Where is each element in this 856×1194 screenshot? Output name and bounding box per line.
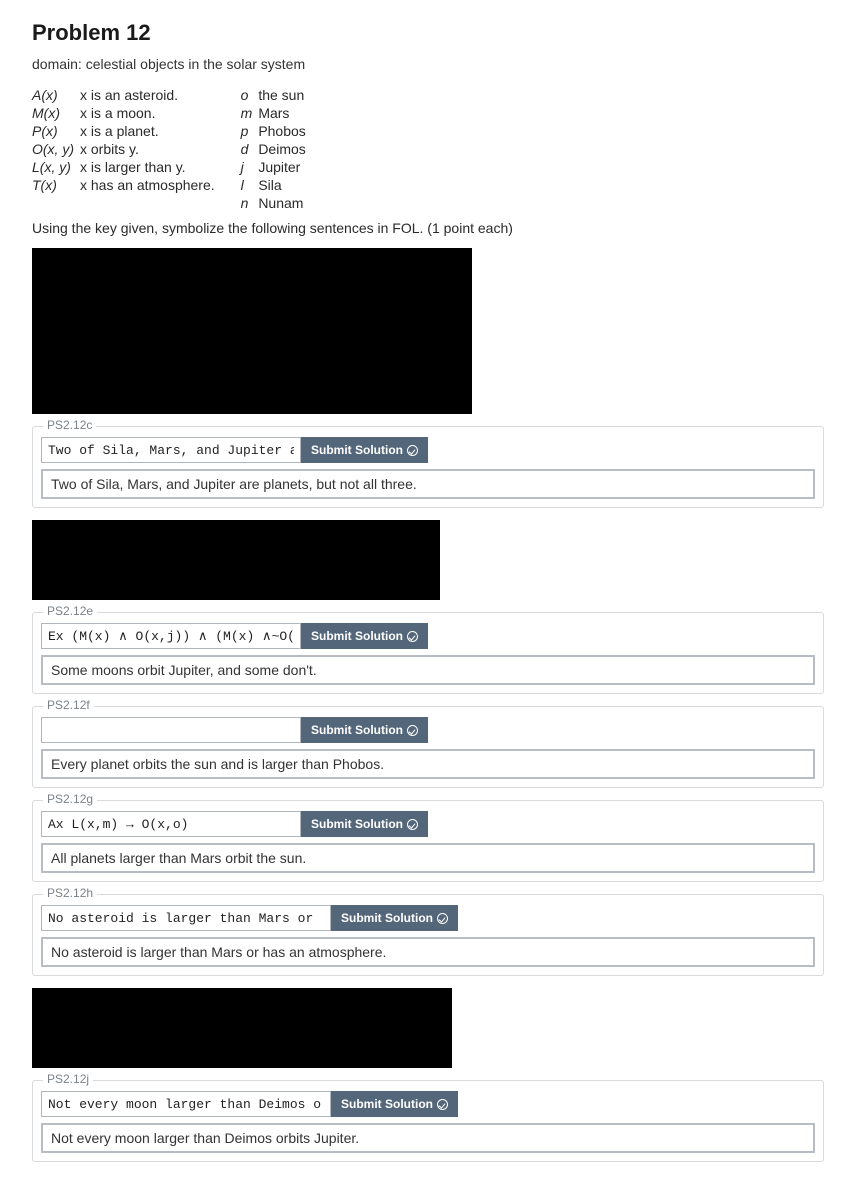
submit-label: Submit Solution — [311, 723, 403, 737]
answer-input[interactable] — [41, 1091, 331, 1117]
question-desc: No asteroid is larger than Mars or has a… — [41, 937, 815, 967]
key-table: A(x)x is an asteroid.othe sun M(x)x is a … — [32, 86, 310, 212]
predicate-symbol: P(x) — [32, 122, 80, 140]
question-id-label: PS2.12j — [43, 1072, 93, 1086]
check-circle-icon — [407, 631, 418, 642]
answer-input[interactable] — [41, 717, 301, 743]
submit-label: Submit Solution — [311, 817, 403, 831]
predicate-def: x is larger than y. — [80, 158, 241, 176]
constant-name: Deimos — [258, 140, 309, 158]
check-circle-icon — [407, 445, 418, 456]
predicate-symbol: L(x, y) — [32, 158, 80, 176]
answer-input[interactable] — [41, 811, 301, 837]
check-circle-icon — [437, 1099, 448, 1110]
question-box: PS2.12fSubmit Solution Every planet orbi… — [32, 706, 824, 788]
constant-symbol: m — [241, 104, 259, 122]
predicate-def: x is a moon. — [80, 104, 241, 122]
predicate-def — [80, 194, 241, 212]
question-id-label: PS2.12c — [43, 418, 96, 432]
check-circle-icon — [437, 913, 448, 924]
submit-button[interactable]: Submit Solution — [301, 623, 428, 649]
constant-symbol: o — [241, 86, 259, 104]
redacted-block — [32, 988, 452, 1068]
answer-input[interactable] — [41, 437, 301, 463]
submit-button[interactable]: Submit Solution — [331, 905, 458, 931]
question-desc: Every planet orbits the sun and is large… — [41, 749, 815, 779]
question-box: PS2.12jSubmit Solution Not every moon la… — [32, 1080, 824, 1162]
page-title: Problem 12 — [32, 20, 824, 46]
constant-symbol: n — [241, 194, 259, 212]
redacted-block — [32, 248, 472, 414]
question-desc: Some moons orbit Jupiter, and some don't… — [41, 655, 815, 685]
question-box: PS2.12gSubmit Solution All planets large… — [32, 800, 824, 882]
question-box: PS2.12hSubmit Solution No asteroid is la… — [32, 894, 824, 976]
check-circle-icon — [407, 725, 418, 736]
question-desc: Not every moon larger than Deimos orbits… — [41, 1123, 815, 1153]
submit-label: Submit Solution — [341, 1097, 433, 1111]
question-id-label: PS2.12f — [43, 698, 94, 712]
predicate-symbol: T(x) — [32, 176, 80, 194]
predicate-def: x is an asteroid. — [80, 86, 241, 104]
constant-symbol: l — [241, 176, 259, 194]
constant-name: Sila — [258, 176, 309, 194]
constant-name: Phobos — [258, 122, 309, 140]
constant-name: the sun — [258, 86, 309, 104]
submit-button[interactable]: Submit Solution — [301, 717, 428, 743]
constant-name: Mars — [258, 104, 309, 122]
question-id-label: PS2.12h — [43, 886, 97, 900]
question-desc: Two of Sila, Mars, and Jupiter are plane… — [41, 469, 815, 499]
submit-label: Submit Solution — [341, 911, 433, 925]
domain-line: domain: celestial objects in the solar s… — [32, 56, 824, 72]
submit-button[interactable]: Submit Solution — [301, 437, 428, 463]
predicate-symbol: A(x) — [32, 86, 80, 104]
answer-input[interactable] — [41, 905, 331, 931]
constant-name: Nunam — [258, 194, 309, 212]
question-desc: All planets larger than Mars orbit the s… — [41, 843, 815, 873]
predicate-symbol: M(x) — [32, 104, 80, 122]
constant-symbol: j — [241, 158, 259, 176]
constant-symbol: d — [241, 140, 259, 158]
question-box: PS2.12eSubmit Solution Some moons orbit … — [32, 612, 824, 694]
submit-button[interactable]: Submit Solution — [331, 1091, 458, 1117]
predicate-def: x orbits y. — [80, 140, 241, 158]
question-box: PS2.12cSubmit Solution Two of Sila, Mars… — [32, 426, 824, 508]
question-id-label: PS2.12g — [43, 792, 97, 806]
predicate-symbol: O(x, y) — [32, 140, 80, 158]
submit-label: Submit Solution — [311, 443, 403, 457]
submit-label: Submit Solution — [311, 629, 403, 643]
constant-symbol: p — [241, 122, 259, 140]
predicate-def: x has an atmosphere. — [80, 176, 241, 194]
constant-name: Jupiter — [258, 158, 309, 176]
predicate-symbol — [32, 194, 80, 212]
submit-button[interactable]: Submit Solution — [301, 811, 428, 837]
instruction-text: Using the key given, symbolize the follo… — [32, 220, 824, 236]
answer-input[interactable] — [41, 623, 301, 649]
question-id-label: PS2.12e — [43, 604, 97, 618]
predicate-def: x is a planet. — [80, 122, 241, 140]
check-circle-icon — [407, 819, 418, 830]
redacted-block — [32, 520, 440, 600]
